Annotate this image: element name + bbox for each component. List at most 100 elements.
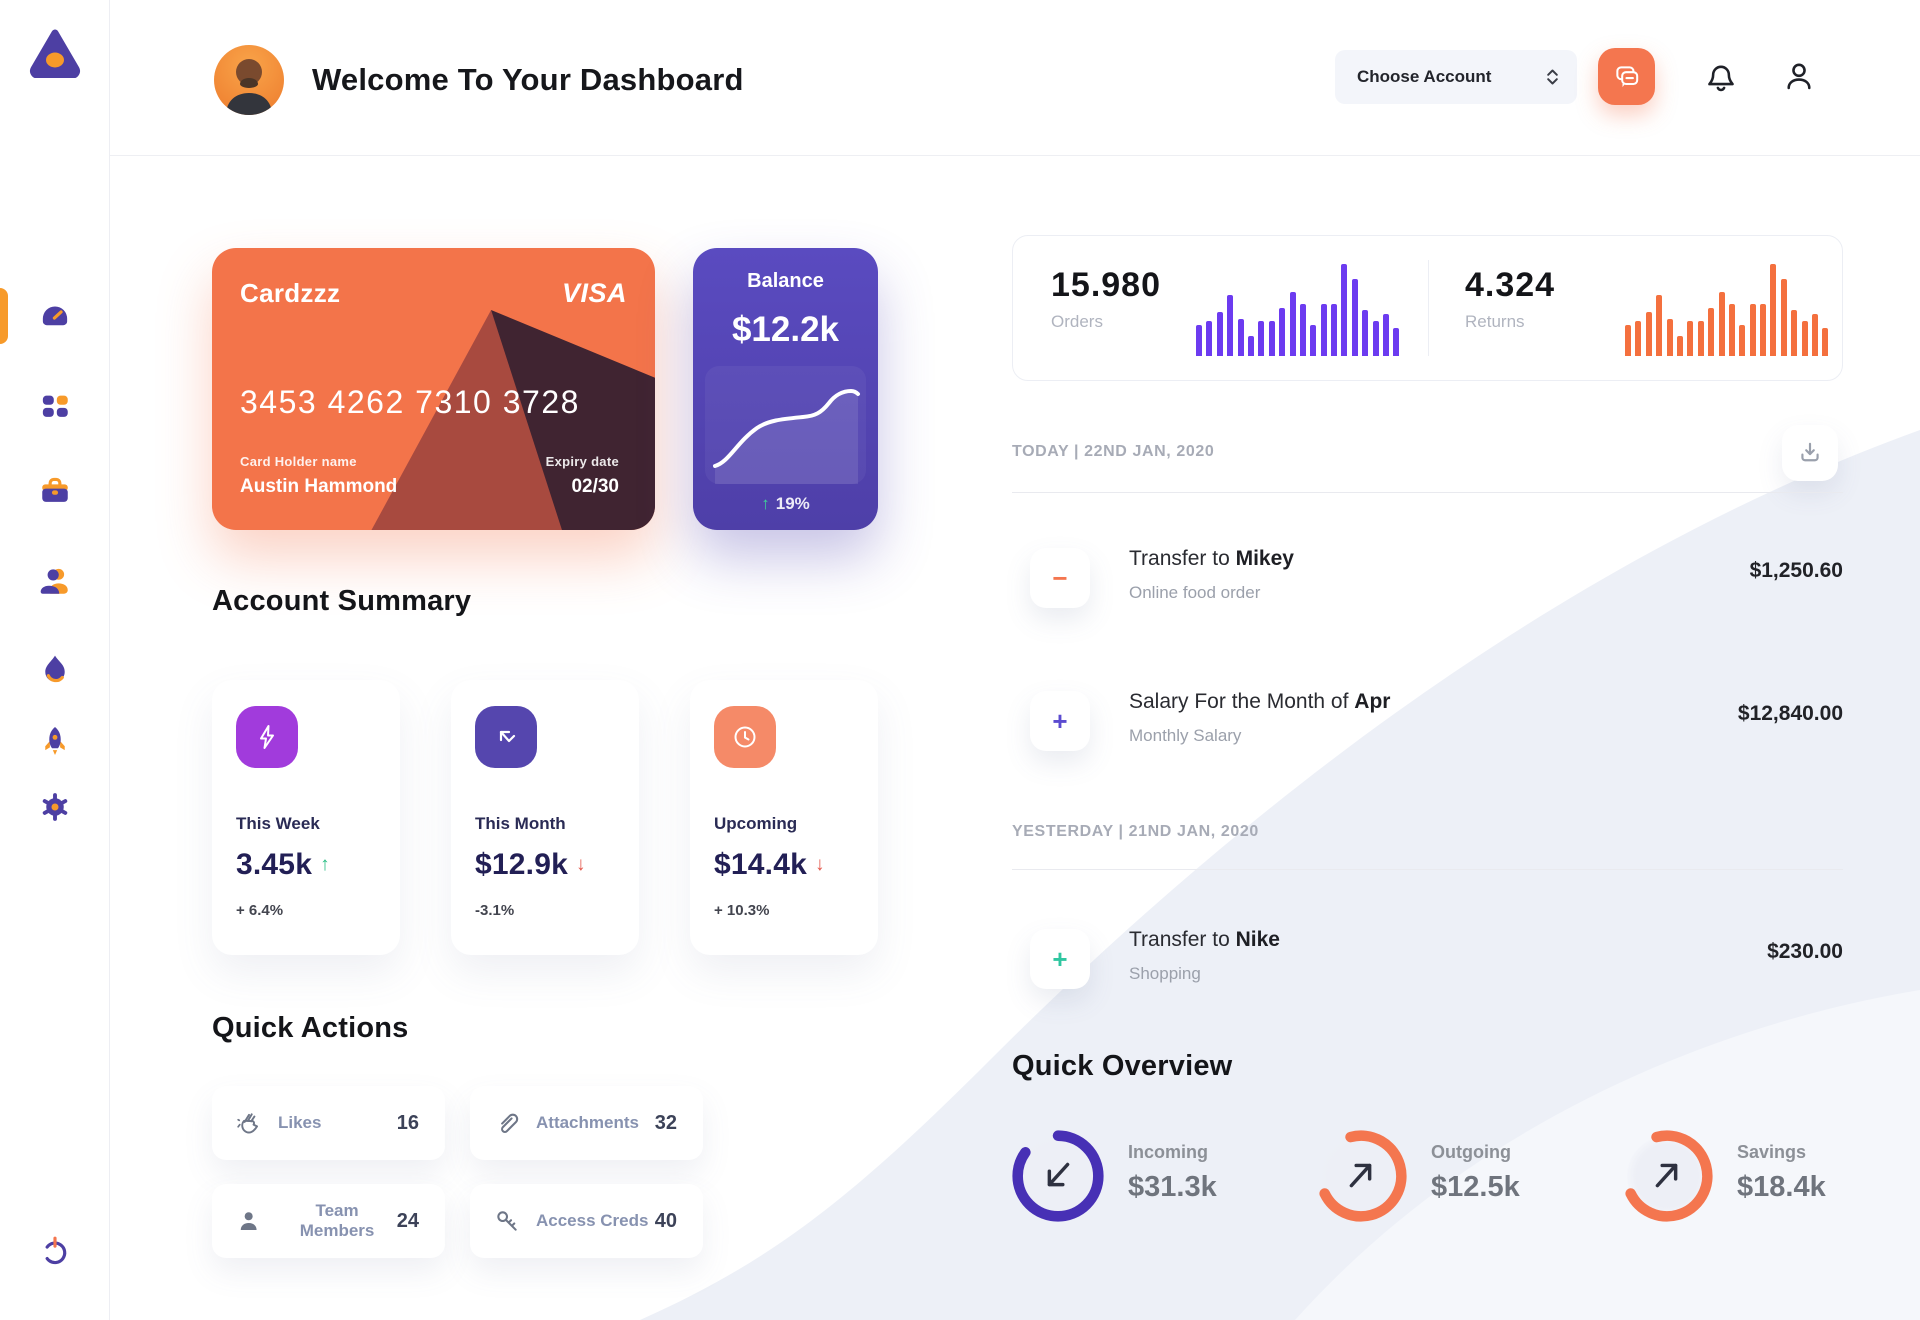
sidebar-item-activity[interactable]	[36, 651, 74, 689]
bar	[1780, 278, 1787, 356]
balance-label: Balance	[747, 270, 824, 292]
balance-change-value: 19%	[775, 494, 810, 513]
balance-sparkline-chart	[705, 366, 866, 484]
bar	[1728, 304, 1735, 356]
summary-label: This Week	[236, 814, 320, 833]
orders-returns-stats-card: 15.980 Orders 4.324 Returns	[1012, 235, 1843, 381]
download-button[interactable]	[1782, 425, 1838, 481]
bar	[1645, 311, 1652, 356]
bar	[1227, 295, 1234, 356]
quick-action-access-creds[interactable]: Access Creds 40	[470, 1184, 703, 1258]
quick-action-label: Team Members	[299, 1201, 375, 1240]
quick-action-label: Access Creds	[536, 1211, 649, 1230]
trend-down-icon: ↓	[814, 854, 825, 875]
dashboard-icon	[42, 306, 68, 325]
bar	[1196, 324, 1202, 356]
bar	[1331, 304, 1338, 356]
transaction-subtitle: Online food order	[1129, 583, 1261, 602]
notifications-button[interactable]	[1700, 56, 1742, 98]
bar	[1635, 321, 1642, 356]
clap-icon	[237, 1113, 258, 1134]
summary-delta: + 6.4%	[236, 902, 284, 919]
bar	[1320, 304, 1327, 356]
summary-card-this-month: This Month $12.9k ↓ -3.1%	[451, 680, 639, 955]
overview-label: Savings	[1737, 1142, 1807, 1162]
bar	[1216, 311, 1223, 356]
plus-sign-icon: +	[1030, 691, 1090, 751]
balance-sparkline	[713, 388, 860, 484]
transaction-title: Transfer to Mikey	[1129, 547, 1294, 570]
orders-value: 15.980	[1051, 266, 1161, 304]
transaction-title: Transfer to Nike	[1129, 928, 1280, 951]
chat-button[interactable]	[1598, 48, 1655, 105]
trend-up-icon: ↑	[320, 854, 330, 875]
bar	[1372, 321, 1379, 356]
bar	[1268, 321, 1275, 356]
summary-delta: -3.1%	[475, 902, 515, 919]
bar	[1383, 313, 1390, 356]
incoming-donut-chart	[1010, 1128, 1106, 1224]
key-icon	[497, 1211, 517, 1231]
balance-change: ↑ 19%	[693, 494, 878, 514]
sidebar	[0, 0, 110, 1320]
summary-value: $12.9k	[475, 848, 568, 881]
quick-overview-heading: Quick Overview	[1012, 1050, 1233, 1082]
bar	[1718, 291, 1725, 356]
summary-label: Upcoming	[714, 814, 798, 833]
quick-action-count: 40	[654, 1209, 677, 1232]
summary-card-this-week: This Week 3.45k ↑ + 6.4%	[212, 680, 400, 955]
overview-value: $18.4k	[1737, 1171, 1826, 1203]
select-chevrons-icon	[1547, 69, 1558, 85]
bar	[1625, 324, 1631, 356]
card-name: Cardzzz	[240, 278, 341, 308]
bar	[1739, 324, 1746, 356]
minus-sign-icon: −	[1030, 548, 1090, 608]
bar	[1812, 313, 1819, 356]
quick-action-attachments[interactable]: Attachments 32	[470, 1086, 703, 1160]
summary-value: $14.4k	[714, 848, 807, 881]
quick-action-team-members[interactable]: Team Members 24	[212, 1184, 445, 1258]
bar	[1299, 304, 1306, 356]
overview-incoming: Incoming $31.3k	[1010, 1128, 1310, 1238]
returns-bar-chart	[1625, 264, 1831, 356]
transaction-row: − Transfer to Mikey Online food order $1…	[1012, 545, 1843, 611]
returns-value: 4.324	[1465, 266, 1556, 304]
transactions-divider	[1012, 869, 1843, 870]
quick-action-label: Attachments	[536, 1113, 639, 1132]
bar	[1247, 335, 1254, 356]
summary-delta: + 10.3%	[714, 902, 770, 919]
member-icon	[240, 1212, 257, 1230]
summary-value: 3.45k	[236, 848, 313, 881]
card-expiry-value: 02/30	[571, 476, 619, 497]
sidebar-item-launch[interactable]	[36, 723, 74, 761]
logout-button[interactable]	[36, 1233, 74, 1271]
quick-action-likes[interactable]: Likes 16	[212, 1086, 445, 1160]
account-select[interactable]: Choose Account	[1335, 50, 1577, 104]
bar	[1791, 310, 1798, 356]
quick-action-count: 32	[654, 1111, 677, 1134]
overview-value: $31.3k	[1128, 1171, 1217, 1203]
avatar[interactable]	[214, 45, 284, 115]
account-summary-heading: Account Summary	[212, 585, 472, 617]
sidebar-item-work[interactable]	[36, 473, 74, 511]
credit-card: Cardzzz VISA 3453 4262 7310 3728 Card Ho…	[212, 248, 655, 530]
sidebar-item-team[interactable]	[36, 563, 74, 601]
bar	[1760, 304, 1767, 356]
arrow-up-right-icon	[1349, 1163, 1372, 1188]
bar	[1289, 291, 1296, 356]
summary-card-upcoming: Upcoming $14.4k ↓ + 10.3%	[690, 680, 878, 955]
sidebar-item-apps[interactable]	[36, 388, 74, 426]
card-expiry-label: Expiry date	[545, 454, 619, 469]
bell-icon	[1708, 65, 1734, 92]
sidebar-item-settings[interactable]	[36, 789, 74, 827]
apps-grid-icon	[42, 395, 68, 417]
plus-sign-icon: +	[1030, 929, 1090, 989]
bar	[1656, 295, 1663, 356]
profile-button[interactable]	[1778, 56, 1820, 98]
quick-action-label: Likes	[278, 1113, 322, 1132]
bar	[1351, 278, 1358, 356]
sidebar-item-dashboard[interactable]	[36, 297, 74, 335]
briefcase-icon	[42, 477, 68, 502]
bar	[1310, 324, 1317, 356]
